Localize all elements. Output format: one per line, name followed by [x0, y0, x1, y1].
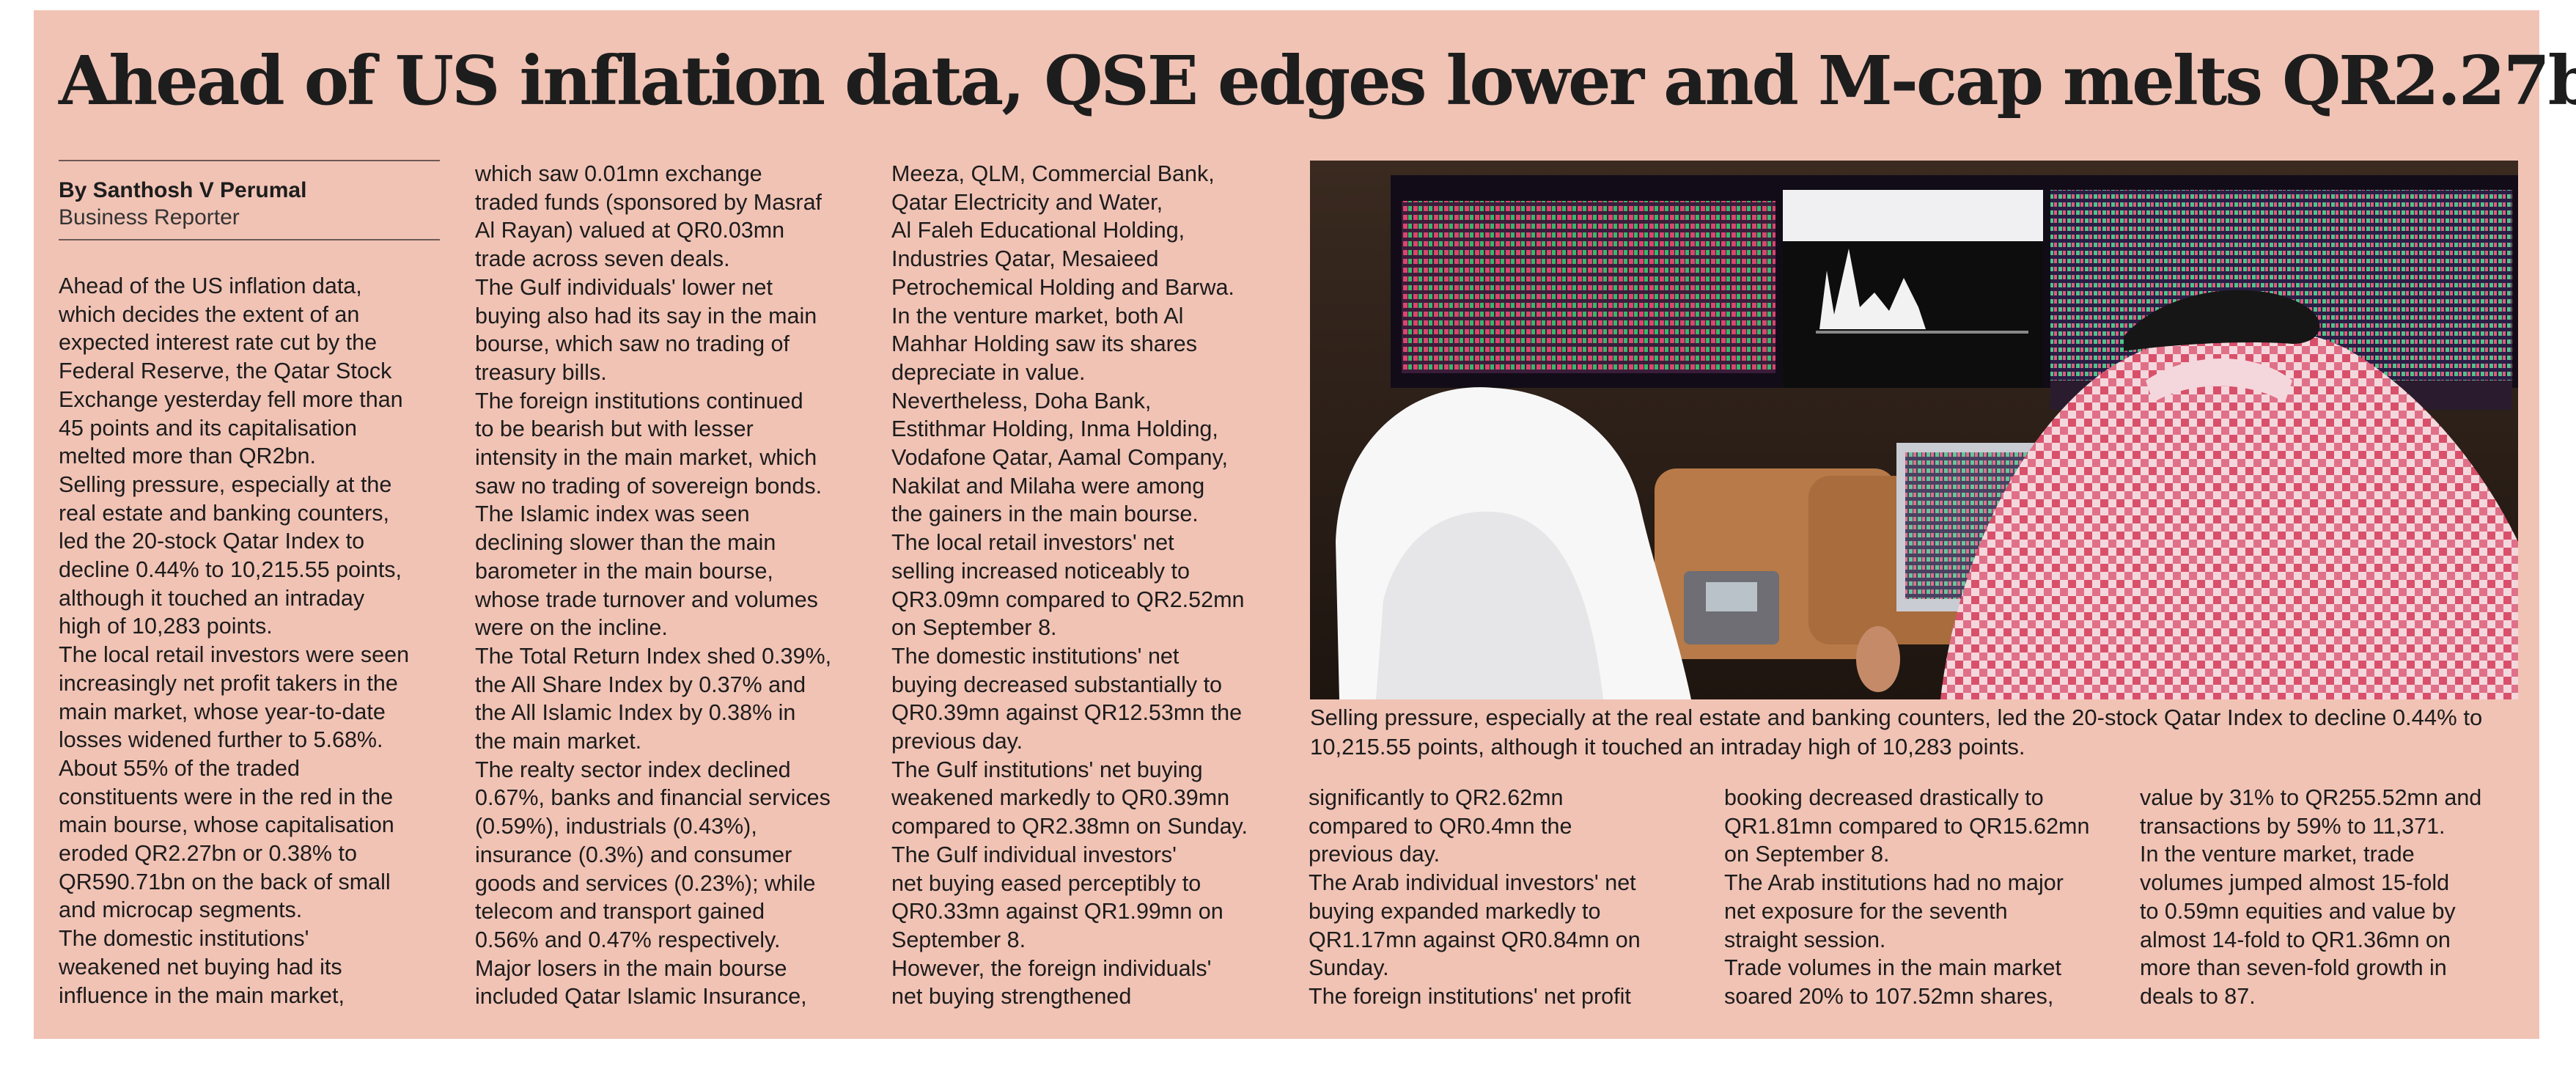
paragraph: The local retail investors were seen inc… [59, 642, 410, 753]
paragraph: Nevertheless, Doha Bank, Estithmar Holdi… [891, 388, 1228, 527]
paragraph: booking decreased drastically to QR1.81m… [1724, 785, 2090, 867]
article-column-5: booking decreased drastically to QR1.81m… [1724, 784, 2120, 1011]
paragraph: The local retail investors' net selling … [891, 530, 1245, 641]
article-column-2: which saw 0.01mn exchange traded funds (… [475, 160, 886, 1011]
paragraph: The realty sector index declined 0.67%, … [475, 757, 831, 952]
paragraph: The Islamic index was seen declining slo… [475, 501, 818, 641]
paragraph: value by 31% to QR255.52mn and transacti… [2140, 785, 2482, 839]
paragraph: which saw 0.01mn exchange traded funds (… [475, 161, 823, 272]
article-column-3: Meeza, QLM, Commercial Bank, Qatar Elect… [891, 160, 1309, 1011]
paragraph: The foreign institutions' net profit [1309, 983, 1631, 1009]
paragraph: The Gulf institutions' net buying weaken… [891, 757, 1248, 839]
paragraph: The Gulf individual investors' net buyin… [891, 842, 1223, 952]
paragraph: significantly to QR2.62mn compared to QR… [1309, 785, 1572, 867]
article-column-4: significantly to QR2.62mn compared to QR… [1309, 784, 1690, 1011]
paragraph: Meeza, QLM, Commercial Bank, Qatar Elect… [891, 161, 1234, 300]
paragraph: Trade volumes in the main market soared … [1724, 955, 2061, 1009]
paragraph: The Arab institutions had no major net e… [1724, 870, 2064, 952]
article-panel: Ahead of US inflation data, QSE edges lo… [34, 10, 2576, 1039]
paragraph: In the venture market, both Al Mahhar Ho… [891, 303, 1198, 385]
byline-author: By Santhosh V Perumal [59, 178, 307, 202]
paragraph: The foreign institutions continued to be… [475, 388, 823, 499]
paragraph: The Total Return Index shed 0.39%, the A… [475, 643, 832, 754]
paragraph: Selling pressure, especially at the real… [59, 471, 402, 639]
article-column-1: Ahead of the US inflation data, which de… [59, 272, 440, 1010]
paragraph: About 55% of the traded constituents wer… [59, 755, 394, 923]
paragraph: Major losers in the main bourse included… [475, 955, 807, 1010]
paragraph: The domestic institutions' net buying de… [891, 643, 1243, 754]
paragraph: The Gulf individuals' lower net buying a… [475, 274, 817, 385]
byline: By Santhosh V Perumal Business Reporter [59, 160, 440, 240]
trading-floor-photo [1310, 161, 2518, 699]
paragraph: In the venture market, trade volumes jum… [2140, 842, 2456, 1009]
paragraph: The domestic institutions' weakened net … [59, 926, 345, 1008]
headline: Ahead of US inflation data, QSE edges lo… [59, 41, 2576, 120]
paragraph: The Arab individual investors' net buyin… [1309, 870, 1641, 981]
photo-caption: Selling pressure, especially at the real… [1310, 705, 2483, 760]
paragraph: Ahead of the US inflation data, which de… [59, 273, 403, 469]
byline-role: Business Reporter [59, 205, 240, 229]
article-column-6: value by 31% to QR255.52mn and transacti… [2140, 784, 2536, 1011]
paragraph: However, the foreign individuals' net bu… [891, 955, 1212, 1010]
